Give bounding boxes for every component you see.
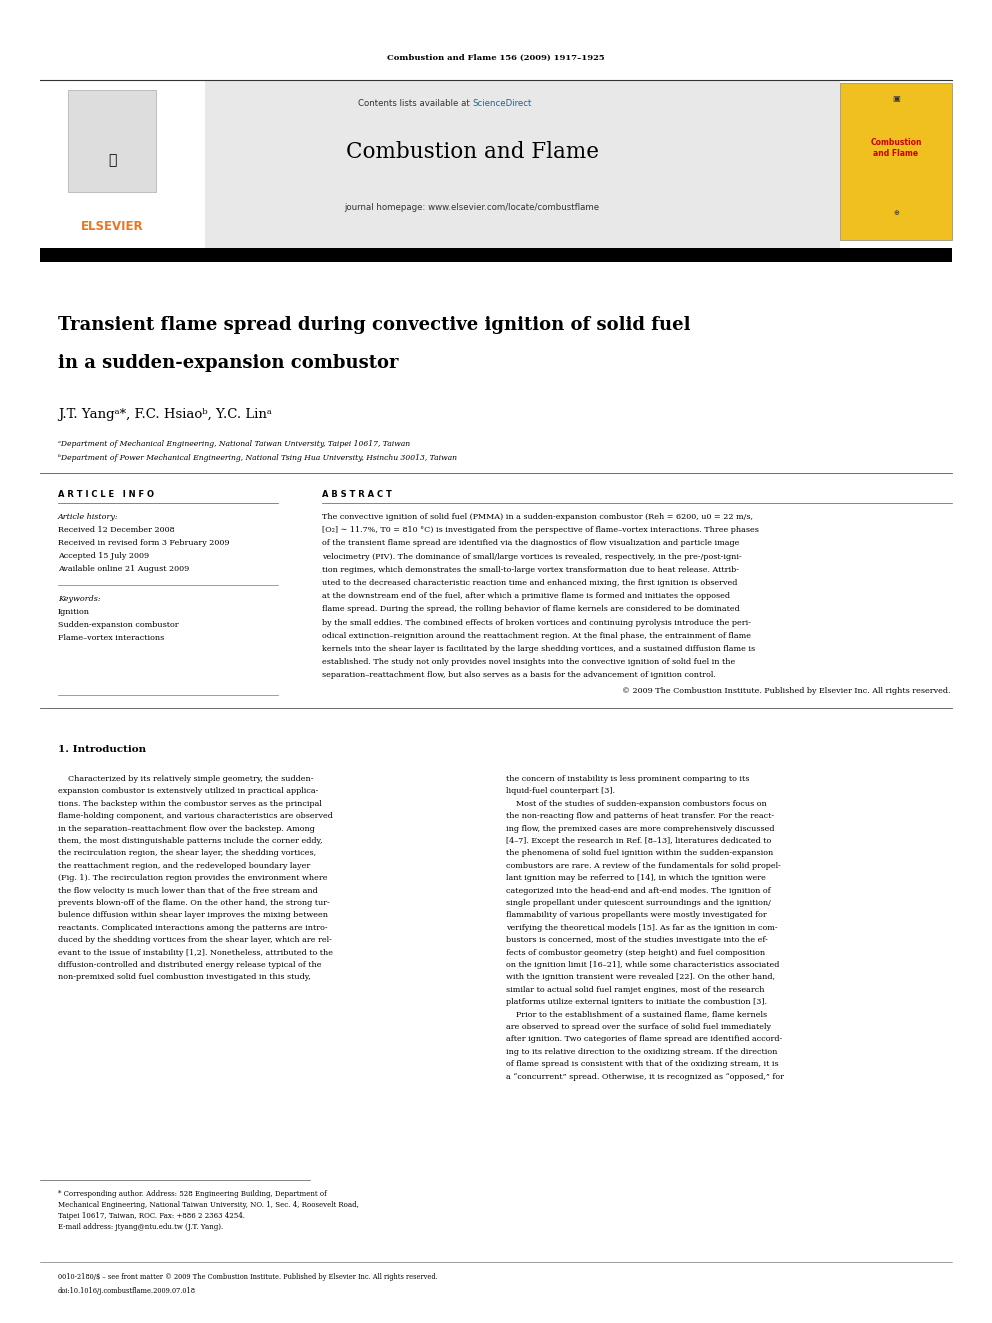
- Text: by the small eddies. The combined effects of broken vortices and continuing pyro: by the small eddies. The combined effect…: [322, 619, 751, 627]
- Text: fects of combustor geometry (step height) and fuel composition: fects of combustor geometry (step height…: [506, 949, 765, 957]
- Text: in a sudden-expansion combustor: in a sudden-expansion combustor: [58, 355, 399, 372]
- Text: 0010-2180/$ – see front matter © 2009 The Combustion Institute. Published by Els: 0010-2180/$ – see front matter © 2009 Th…: [58, 1273, 437, 1281]
- Text: Sudden-expansion combustor: Sudden-expansion combustor: [58, 620, 179, 628]
- Text: them, the most distinguishable patterns include the corner eddy,: them, the most distinguishable patterns …: [58, 837, 322, 845]
- Text: in the separation–reattachment flow over the backstep. Among: in the separation–reattachment flow over…: [58, 824, 314, 832]
- Text: uted to the decreased characteristic reaction time and enhanced mixing, the firs: uted to the decreased characteristic rea…: [322, 579, 737, 587]
- Text: the concern of instability is less prominent comparing to its: the concern of instability is less promi…: [506, 775, 749, 783]
- Text: 🌲: 🌲: [108, 153, 116, 167]
- Text: Contents lists available at: Contents lists available at: [357, 99, 472, 108]
- Text: categorized into the head-end and aft-end modes. The ignition of: categorized into the head-end and aft-en…: [506, 886, 771, 894]
- Text: flame-holding component, and various characteristics are observed: flame-holding component, and various cha…: [58, 812, 333, 820]
- Text: odical extinction–reignition around the reattachment region. At the final phase,: odical extinction–reignition around the …: [322, 632, 751, 640]
- Text: established. The study not only provides novel insights into the convective igni: established. The study not only provides…: [322, 659, 735, 667]
- Text: bustors is concerned, most of the studies investigate into the ef-: bustors is concerned, most of the studie…: [506, 937, 768, 945]
- Text: [4–7]. Except the research in Ref. [8–13], literatures dedicated to: [4–7]. Except the research in Ref. [8–13…: [506, 837, 771, 845]
- Text: ᵃDepartment of Mechanical Engineering, National Taiwan University, Taipei 10617,: ᵃDepartment of Mechanical Engineering, N…: [58, 441, 410, 448]
- Text: (Fig. 1). The recirculation region provides the environment where: (Fig. 1). The recirculation region provi…: [58, 875, 327, 882]
- Text: of the transient flame spread are identified via the diagnostics of flow visuali: of the transient flame spread are identi…: [322, 540, 739, 548]
- Bar: [68, 90, 156, 192]
- Text: kernels into the shear layer is facilitated by the large shedding vortices, and : kernels into the shear layer is facilita…: [322, 646, 755, 654]
- Text: at the downstream end of the fuel, after which a primitive flame is formed and i: at the downstream end of the fuel, after…: [322, 593, 730, 601]
- Text: A B S T R A C T: A B S T R A C T: [322, 490, 392, 499]
- Text: tion regimes, which demonstrates the small-to-large vortex transformation due to: tion regimes, which demonstrates the sma…: [322, 566, 739, 574]
- Text: J.T. Yangᵃ*, F.C. Hsiaoᵇ, Y.C. Linᵃ: J.T. Yangᵃ*, F.C. Hsiaoᵇ, Y.C. Linᵃ: [58, 407, 272, 421]
- Text: Characterized by its relatively simple geometry, the sudden-: Characterized by its relatively simple g…: [58, 775, 313, 783]
- Text: ing flow, the premixed cases are more comprehensively discussed: ing flow, the premixed cases are more co…: [506, 824, 775, 832]
- Bar: [40, 247, 952, 262]
- Text: of flame spread is consistent with that of the oxidizing stream, it is: of flame spread is consistent with that …: [506, 1060, 779, 1068]
- Text: Received in revised form 3 February 2009: Received in revised form 3 February 2009: [58, 538, 229, 546]
- Bar: [840, 83, 952, 239]
- Text: the phenomena of solid fuel ignition within the sudden-expansion: the phenomena of solid fuel ignition wit…: [506, 849, 773, 857]
- Text: velocimetry (PIV). The dominance of small/large vortices is revealed, respective: velocimetry (PIV). The dominance of smal…: [322, 553, 742, 561]
- Text: ScienceDirect: ScienceDirect: [472, 99, 532, 108]
- Text: Ignition: Ignition: [58, 609, 90, 617]
- Text: single propellant under quiescent surroundings and the ignition/: single propellant under quiescent surrou…: [506, 900, 771, 908]
- Text: E-mail address: jtyang@ntu.edu.tw (J.T. Yang).: E-mail address: jtyang@ntu.edu.tw (J.T. …: [58, 1222, 223, 1230]
- Text: the flow velocity is much lower than that of the free stream and: the flow velocity is much lower than tha…: [58, 886, 317, 894]
- Text: Accepted 15 July 2009: Accepted 15 July 2009: [58, 552, 149, 560]
- Text: flammability of various propellants were mostly investigated for: flammability of various propellants were…: [506, 912, 767, 919]
- Text: non-premixed solid fuel combustion investigated in this study,: non-premixed solid fuel combustion inves…: [58, 974, 310, 982]
- Text: verifying the theoretical models [15]. As far as the ignition in com-: verifying the theoretical models [15]. A…: [506, 923, 778, 931]
- Text: prevents blown-off of the flame. On the other hand, the strong tur-: prevents blown-off of the flame. On the …: [58, 900, 330, 908]
- Text: a “concurrent” spread. Otherwise, it is recognized as “opposed,” for: a “concurrent” spread. Otherwise, it is …: [506, 1073, 784, 1081]
- Text: liquid-fuel counterpart [3].: liquid-fuel counterpart [3].: [506, 787, 615, 795]
- Text: Transient flame spread during convective ignition of solid fuel: Transient flame spread during convective…: [58, 316, 690, 333]
- Text: separation–reattachment flow, but also serves as a basis for the advancement of : separation–reattachment flow, but also s…: [322, 671, 716, 680]
- Text: ⊕: ⊕: [893, 210, 899, 216]
- Text: are observed to spread over the surface of solid fuel immediately: are observed to spread over the surface …: [506, 1023, 771, 1031]
- Text: ▣: ▣: [892, 94, 900, 102]
- Text: evant to the issue of instability [1,2]. Nonetheless, attributed to the: evant to the issue of instability [1,2].…: [58, 949, 333, 957]
- Text: Combustion and Flame 156 (2009) 1917–1925: Combustion and Flame 156 (2009) 1917–192…: [387, 54, 605, 62]
- Text: after ignition. Two categories of flame spread are identified accord-: after ignition. Two categories of flame …: [506, 1036, 783, 1044]
- Text: similar to actual solid fuel ramjet engines, most of the research: similar to actual solid fuel ramjet engi…: [506, 986, 765, 994]
- Text: Flame–vortex interactions: Flame–vortex interactions: [58, 634, 165, 642]
- Text: Prior to the establishment of a sustained flame, flame kernels: Prior to the establishment of a sustaine…: [506, 1011, 767, 1019]
- Text: diffusion-controlled and distributed energy release typical of the: diffusion-controlled and distributed ene…: [58, 960, 321, 968]
- Bar: [40, 79, 840, 247]
- Text: the reattachment region, and the redeveloped boundary layer: the reattachment region, and the redevel…: [58, 861, 310, 869]
- Text: lant ignition may be referred to [14], in which the ignition were: lant ignition may be referred to [14], i…: [506, 875, 766, 882]
- Text: Article history:: Article history:: [58, 513, 119, 521]
- Text: tions. The backstep within the combustor serves as the principal: tions. The backstep within the combustor…: [58, 800, 321, 808]
- Text: bulence diffusion within shear layer improves the mixing between: bulence diffusion within shear layer imp…: [58, 912, 328, 919]
- Text: reactants. Complicated interactions among the patterns are intro-: reactants. Complicated interactions amon…: [58, 923, 327, 931]
- Text: on the ignition limit [16–21], while some characteristics associated: on the ignition limit [16–21], while som…: [506, 960, 780, 968]
- Text: Received 12 December 2008: Received 12 December 2008: [58, 527, 175, 534]
- Text: expansion combustor is extensively utilized in practical applica-: expansion combustor is extensively utili…: [58, 787, 318, 795]
- Text: journal homepage: www.elsevier.com/locate/combustflame: journal homepage: www.elsevier.com/locat…: [344, 202, 599, 212]
- Text: platforms utilize external igniters to initiate the combustion [3].: platforms utilize external igniters to i…: [506, 998, 767, 1007]
- Text: doi:10.1016/j.combustflame.2009.07.018: doi:10.1016/j.combustflame.2009.07.018: [58, 1287, 196, 1295]
- Text: Most of the studies of sudden-expansion combustors focus on: Most of the studies of sudden-expansion …: [506, 800, 767, 808]
- Text: Available online 21 August 2009: Available online 21 August 2009: [58, 565, 189, 573]
- Text: Combustion and Flame: Combustion and Flame: [345, 142, 598, 163]
- Text: with the ignition transient were revealed [22]. On the other hand,: with the ignition transient were reveale…: [506, 974, 775, 982]
- Text: Keywords:: Keywords:: [58, 595, 100, 603]
- Text: 1. Introduction: 1. Introduction: [58, 745, 146, 754]
- Text: ᵇDepartment of Power Mechanical Engineering, National Tsing Hua University, Hsin: ᵇDepartment of Power Mechanical Engineer…: [58, 454, 457, 462]
- Text: Taipei 10617, Taiwan, ROC. Fax: +886 2 2363 4254.: Taipei 10617, Taiwan, ROC. Fax: +886 2 2…: [58, 1212, 245, 1220]
- Text: combustors are rare. A review of the fundamentals for solid propel-: combustors are rare. A review of the fun…: [506, 861, 781, 869]
- Text: the recirculation region, the shear layer, the shedding vortices,: the recirculation region, the shear laye…: [58, 849, 316, 857]
- Text: the non-reacting flow and patterns of heat transfer. For the react-: the non-reacting flow and patterns of he…: [506, 812, 774, 820]
- Text: * Corresponding author. Address: 528 Engineering Building, Department of: * Corresponding author. Address: 528 Eng…: [58, 1189, 326, 1199]
- Text: duced by the shedding vortices from the shear layer, which are rel-: duced by the shedding vortices from the …: [58, 937, 332, 945]
- Bar: [40, 79, 205, 247]
- Text: A R T I C L E   I N F O: A R T I C L E I N F O: [58, 490, 154, 499]
- Text: ing to its relative direction to the oxidizing stream. If the direction: ing to its relative direction to the oxi…: [506, 1048, 778, 1056]
- Text: flame spread. During the spread, the rolling behavior of flame kernels are consi: flame spread. During the spread, the rol…: [322, 606, 740, 614]
- Text: [O₂] ∼ 11.7%, T0 = 810 °C) is investigated from the perspective of flame–vortex : [O₂] ∼ 11.7%, T0 = 810 °C) is investigat…: [322, 527, 759, 534]
- Text: Mechanical Engineering, National Taiwan University, NO. 1, Sec. 4, Roosevelt Roa: Mechanical Engineering, National Taiwan …: [58, 1201, 359, 1209]
- Text: The convective ignition of solid fuel (PMMA) in a sudden-expansion combustor (Re: The convective ignition of solid fuel (P…: [322, 513, 753, 521]
- Text: © 2009 The Combustion Institute. Published by Elsevier Inc. All rights reserved.: © 2009 The Combustion Institute. Publish…: [622, 687, 950, 695]
- Text: ELSEVIER: ELSEVIER: [80, 220, 143, 233]
- Text: Combustion
and Flame: Combustion and Flame: [870, 139, 922, 157]
